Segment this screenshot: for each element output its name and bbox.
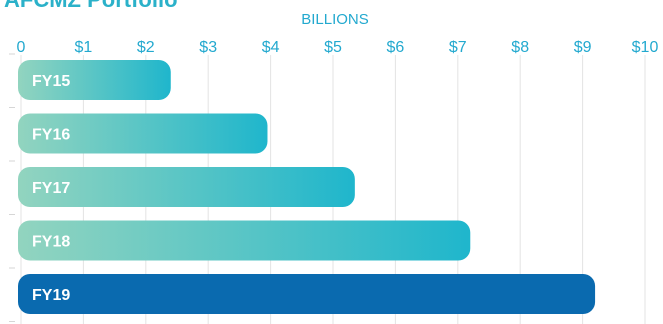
bar-label-fy18: FY18 xyxy=(32,234,70,251)
bars: FY15 FY16 FY17 FY18 FY19 xyxy=(18,60,596,314)
x-tick-label: $10 xyxy=(632,39,659,56)
x-axis-label: BILLIONS xyxy=(301,11,369,28)
x-tick-label: $4 xyxy=(262,39,280,56)
bar-fy18 xyxy=(18,220,471,261)
x-tick-label: $2 xyxy=(137,39,155,56)
chart-title: AFCMZ Portfolio xyxy=(4,0,178,13)
x-tick-label: $5 xyxy=(324,39,342,56)
bar-label-fy16: FY16 xyxy=(32,127,70,144)
bar-fy16 xyxy=(18,113,268,154)
bar-fy15 xyxy=(18,60,171,100)
bar-fy17 xyxy=(18,167,355,207)
y-axis-ticks xyxy=(9,53,15,322)
x-tick-label: $6 xyxy=(387,39,405,56)
x-tick-label: $1 xyxy=(75,39,93,56)
x-tick-label: 0 xyxy=(17,39,26,56)
x-tick-label: $7 xyxy=(449,39,467,56)
bar-fy19 xyxy=(18,274,596,314)
x-tick-label: $3 xyxy=(199,39,217,56)
x-tick-label: $8 xyxy=(511,39,529,56)
bar-label-fy19: FY19 xyxy=(32,287,70,304)
bar-label-fy15: FY15 xyxy=(32,73,70,90)
x-tick-labels: 0 $1 $2 $3 $4 $5 $6 $7 $8 $9 $10 xyxy=(17,39,659,56)
x-tick-label: $9 xyxy=(574,39,592,56)
bar-label-fy17: FY17 xyxy=(32,180,70,197)
